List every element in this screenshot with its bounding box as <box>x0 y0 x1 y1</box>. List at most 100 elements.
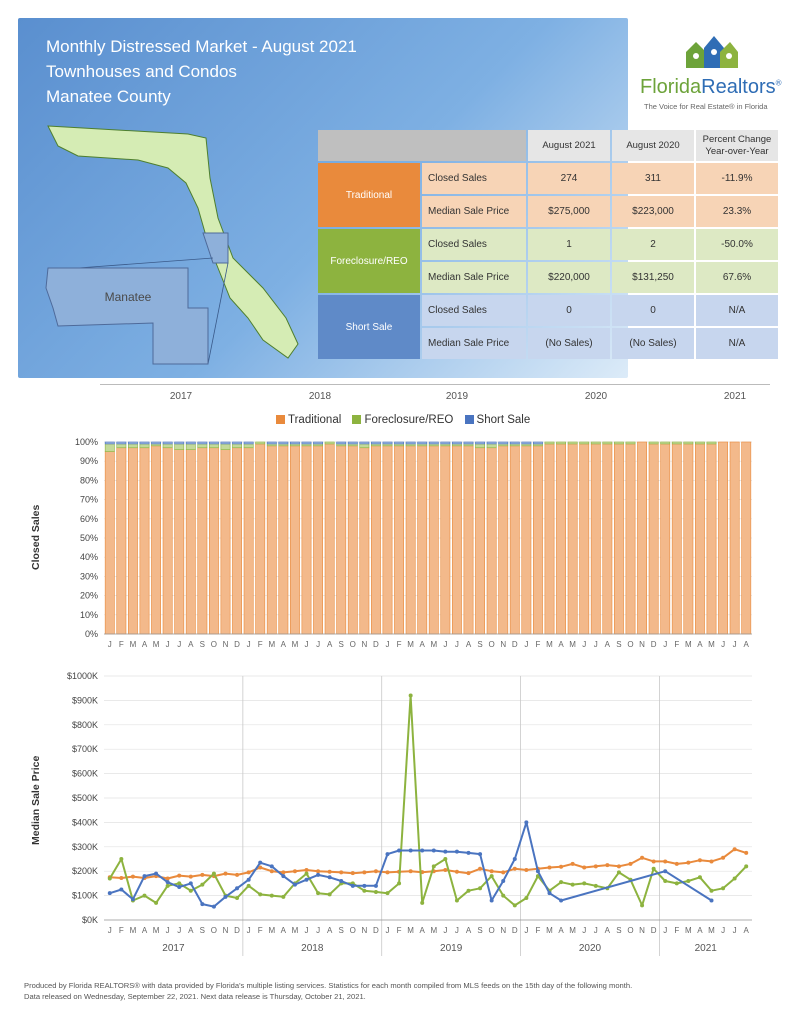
x-tick-label: S <box>339 926 344 935</box>
bar-traditional <box>729 441 740 635</box>
data-point <box>177 873 182 878</box>
x-tick-label: D <box>512 926 518 935</box>
data-point <box>443 867 448 872</box>
bar-traditional <box>486 447 497 635</box>
table-row: Median Sale Price $220,000 $131,250 67.6… <box>318 262 778 293</box>
year-label: 2017 <box>162 943 185 954</box>
data-point <box>454 898 459 903</box>
data-point <box>478 866 483 871</box>
bar-traditional <box>671 443 682 635</box>
data-point <box>119 876 124 881</box>
data-point <box>246 877 251 882</box>
data-point <box>605 863 610 868</box>
data-point <box>107 876 112 881</box>
data-point <box>397 881 402 886</box>
data-point <box>281 894 286 899</box>
x-tick-label: F <box>674 640 679 649</box>
data-point <box>512 866 517 871</box>
footer-line-1: Produced by Florida REALTORS® with data … <box>24 981 633 990</box>
x-tick-label: M <box>153 640 160 649</box>
bar-foreclosure-reo <box>255 441 266 445</box>
data-point <box>489 874 494 879</box>
x-tick-label: A <box>605 640 611 649</box>
manatee-label: Manatee <box>105 290 152 304</box>
bar-traditional <box>347 445 358 635</box>
bar-traditional <box>232 447 242 635</box>
data-point <box>316 869 321 874</box>
bar-traditional <box>683 443 694 635</box>
median-price-chart: $0K $100K $200K $300K $400K $500K $600K $700K $8… <box>67 671 752 956</box>
x-tick-label: F <box>258 926 263 935</box>
bar-short-sale <box>521 441 532 445</box>
x-tick-label: D <box>373 640 379 649</box>
x-tick-label: J <box>594 926 598 935</box>
data-point <box>559 898 564 903</box>
page-title: Monthly Distressed Market - August 2021 … <box>46 34 357 109</box>
x-tick-label: M <box>569 640 576 649</box>
data-point <box>235 886 240 891</box>
x-tick-label: O <box>627 640 633 649</box>
bar-traditional <box>359 447 370 635</box>
x-tick-label: M <box>430 926 437 935</box>
data-point <box>431 864 436 869</box>
data-point <box>223 894 228 899</box>
y-tick-label: $800K <box>72 720 98 730</box>
x-tick-label: M <box>546 926 553 935</box>
bar-traditional <box>648 443 659 635</box>
series-line-foreclosure-reo <box>108 694 747 907</box>
bar-short-sale <box>197 441 208 445</box>
y-tick-label: $300K <box>72 842 98 852</box>
bar-traditional <box>324 443 335 635</box>
bar-traditional <box>255 443 266 635</box>
bar-foreclosure-reo <box>579 441 590 445</box>
data-point <box>154 871 159 876</box>
x-tick-label: N <box>639 926 645 935</box>
data-point <box>397 848 402 853</box>
data-point <box>130 897 135 902</box>
data-point <box>269 869 274 874</box>
bar-short-sale <box>394 441 405 445</box>
data-point <box>327 875 332 880</box>
data-point <box>420 848 425 853</box>
x-tick-label: J <box>247 926 251 935</box>
x-tick-label: J <box>721 926 725 935</box>
data-point <box>443 857 448 861</box>
x-tick-label: A <box>558 640 564 649</box>
footer-note: Produced by Florida REALTORS® with data … <box>24 980 784 1002</box>
x-tick-label: M <box>546 640 553 649</box>
bar-short-sale <box>486 441 497 445</box>
data-point <box>281 870 286 875</box>
x-tick-label: J <box>524 926 528 935</box>
data-point <box>651 859 656 864</box>
year-label: 2017 <box>169 391 193 402</box>
data-point <box>512 857 517 861</box>
bar-short-sale <box>509 441 520 445</box>
x-tick-label: D <box>234 926 240 935</box>
bar-foreclosure-reo <box>671 441 682 445</box>
data-point <box>732 876 737 881</box>
data-point <box>130 874 135 879</box>
bar-traditional <box>220 449 231 635</box>
x-tick-label: O <box>489 640 495 649</box>
bar-traditional <box>706 443 717 635</box>
y-tick-label: $1000K <box>67 671 98 681</box>
bar-foreclosure-reo <box>162 443 173 449</box>
x-tick-label: M <box>407 926 414 935</box>
bar-traditional <box>428 445 439 635</box>
bar-short-sale <box>151 441 161 445</box>
data-point <box>107 891 112 896</box>
data-point <box>304 867 309 872</box>
x-tick-label: D <box>512 640 518 649</box>
data-point <box>119 857 124 861</box>
data-point <box>570 861 575 866</box>
bar-traditional <box>602 443 613 635</box>
bar-short-sale <box>382 441 393 445</box>
table-row: Traditional Closed Sales 274 311 -11.9% <box>318 163 778 227</box>
data-point <box>258 865 263 870</box>
bar-foreclosure-reo <box>660 441 671 445</box>
bar-short-sale <box>289 441 300 445</box>
bar-short-sale <box>209 441 219 445</box>
table-row: Median Sale Price (No Sales) (No Sales) … <box>318 328 778 359</box>
data-point <box>501 893 506 898</box>
x-tick-label: N <box>361 926 367 935</box>
